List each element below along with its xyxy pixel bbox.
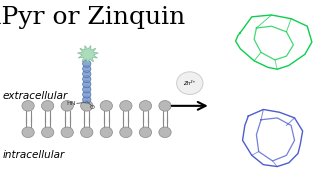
Circle shape: [42, 127, 54, 138]
Circle shape: [177, 72, 203, 94]
Circle shape: [81, 127, 93, 138]
Polygon shape: [77, 46, 98, 63]
Ellipse shape: [83, 96, 91, 103]
Circle shape: [159, 101, 171, 111]
Circle shape: [61, 101, 73, 111]
Circle shape: [139, 101, 152, 111]
Circle shape: [22, 101, 34, 111]
Circle shape: [22, 127, 34, 138]
Circle shape: [120, 127, 132, 138]
Circle shape: [120, 101, 132, 111]
Circle shape: [81, 101, 93, 111]
Ellipse shape: [83, 60, 91, 67]
Ellipse shape: [83, 81, 91, 88]
Circle shape: [139, 127, 152, 138]
Ellipse shape: [83, 86, 91, 93]
Ellipse shape: [83, 65, 91, 72]
Circle shape: [61, 127, 73, 138]
Ellipse shape: [83, 75, 91, 83]
Text: ZinPyr: ZinPyr: [263, 5, 292, 14]
FancyArrowPatch shape: [172, 102, 206, 110]
Text: ZinPyr or Zinquin: ZinPyr or Zinquin: [0, 6, 185, 29]
Ellipse shape: [83, 91, 91, 98]
Circle shape: [100, 127, 113, 138]
Text: HN: HN: [67, 101, 76, 106]
Text: extracellular: extracellular: [2, 91, 67, 101]
Text: Zn²⁺: Zn²⁺: [184, 81, 196, 86]
Circle shape: [100, 101, 113, 111]
Text: O: O: [90, 105, 95, 110]
Circle shape: [159, 127, 171, 138]
Text: Zinquin: Zinquin: [260, 100, 294, 109]
Text: intracellular: intracellular: [2, 150, 64, 160]
Circle shape: [42, 101, 54, 111]
Ellipse shape: [83, 70, 91, 77]
